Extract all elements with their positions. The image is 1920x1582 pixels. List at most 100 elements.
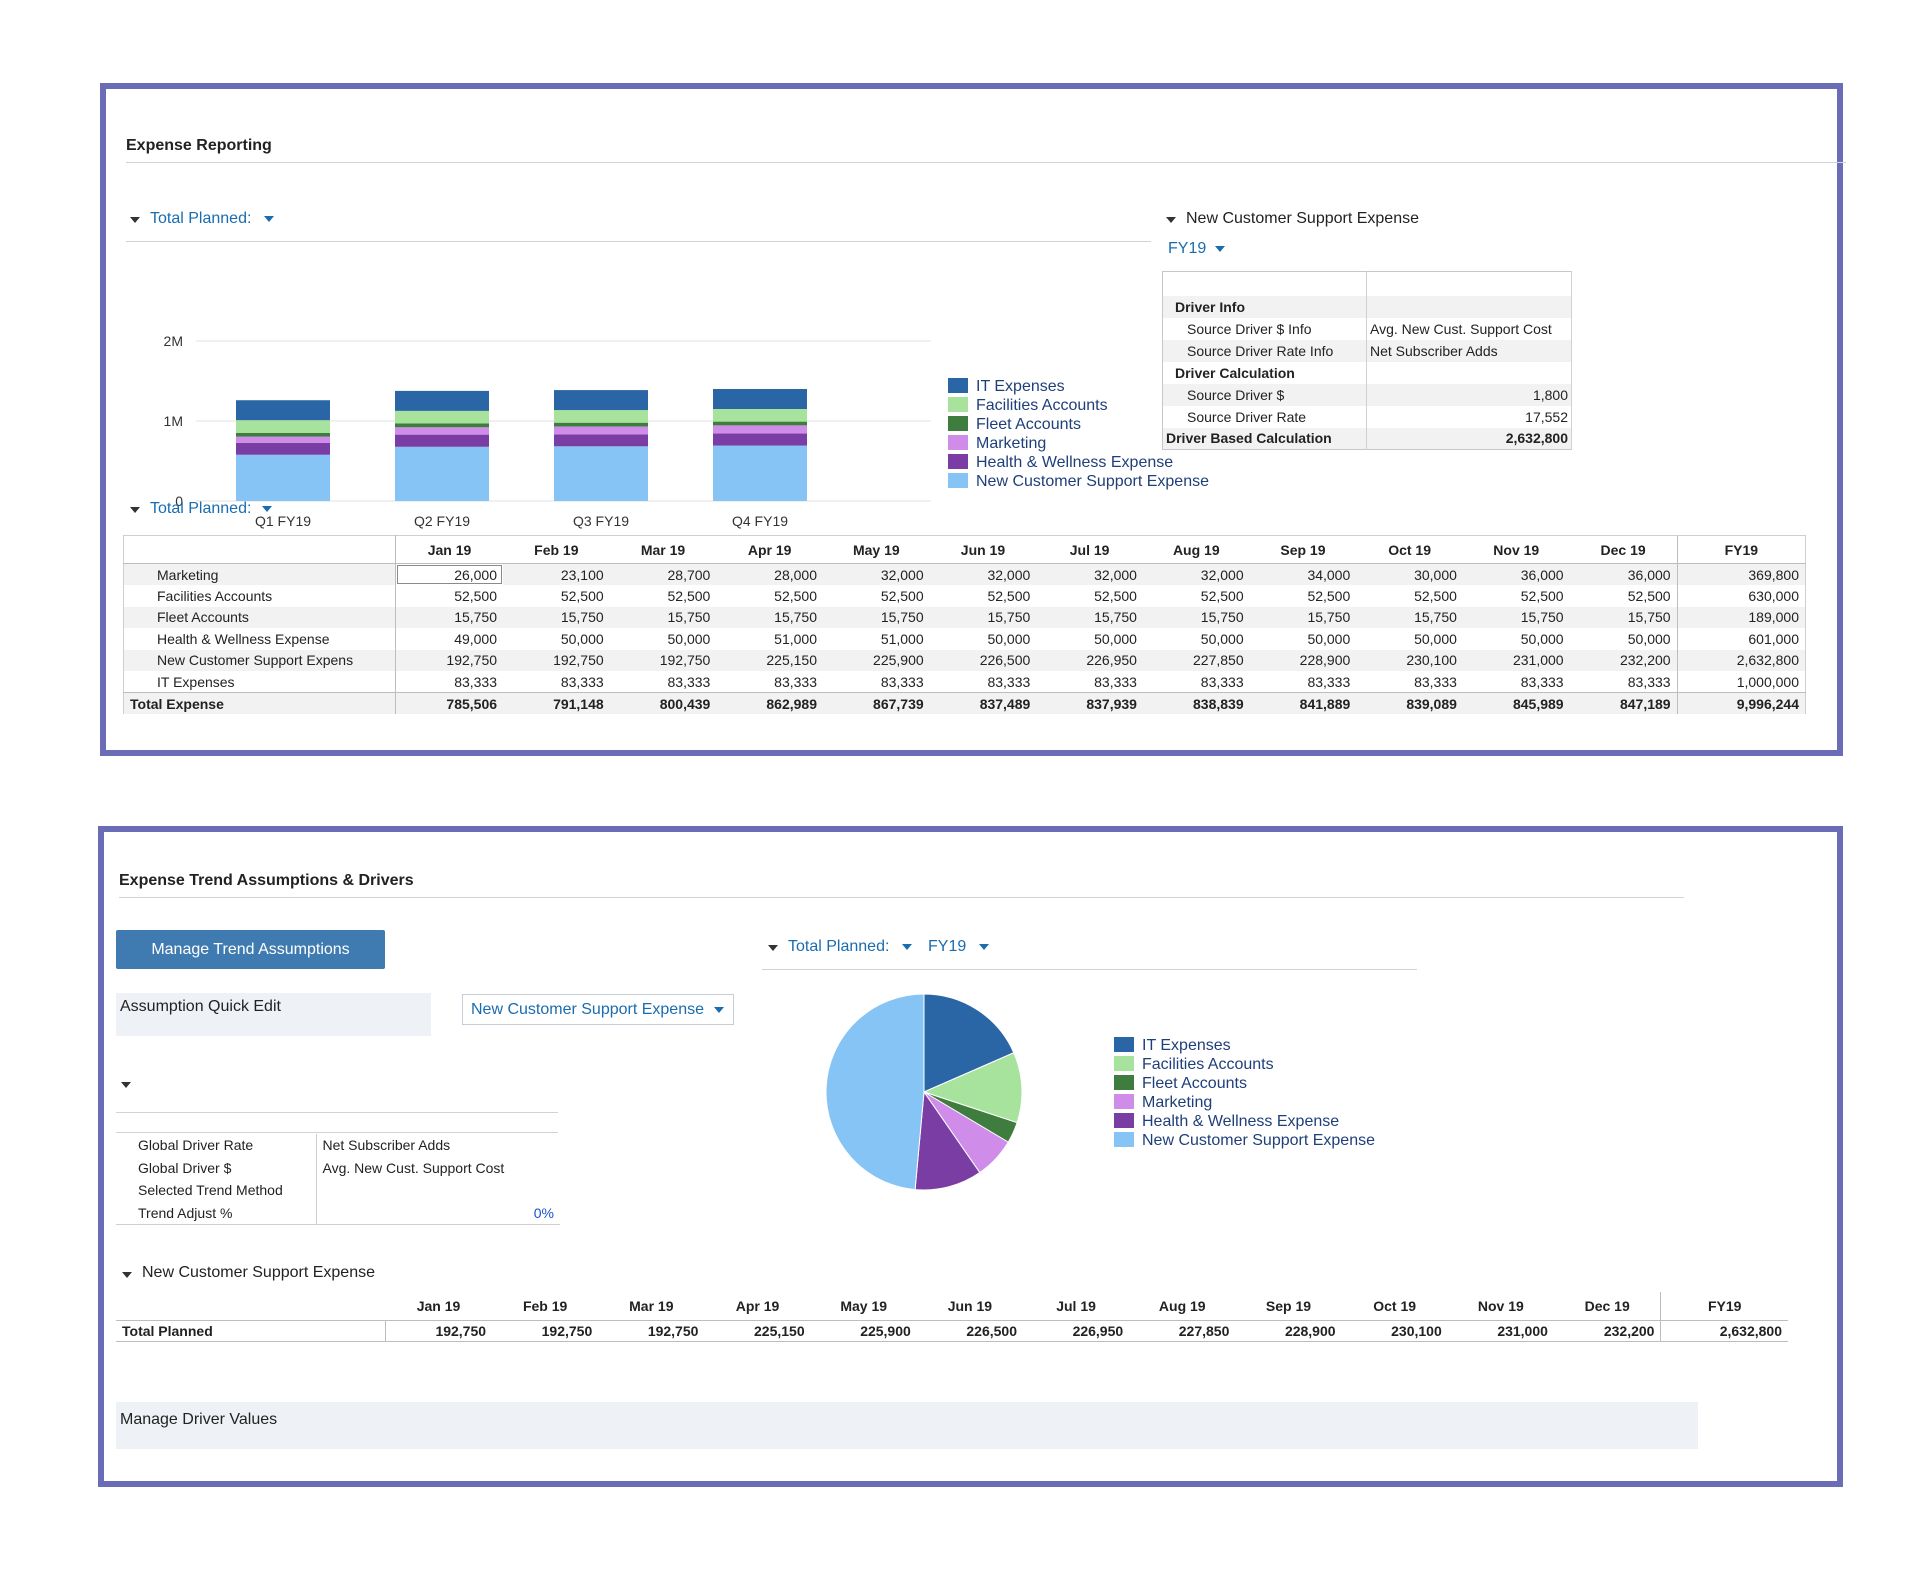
table-cell[interactable]: 15,750 (822, 606, 930, 628)
table-cell[interactable]: 28,000 (716, 563, 823, 585)
table-cell[interactable]: 231,000 (1447, 1319, 1554, 1342)
table-cell[interactable]: 83,333 (1520, 673, 1564, 690)
table-cell[interactable]: 83,333 (1627, 673, 1671, 690)
table-cell[interactable]: 227,850 (1129, 1319, 1236, 1342)
collapse-caret-icon[interactable] (1166, 217, 1176, 223)
table-cell[interactable]: 83,333 (1094, 673, 1137, 690)
table-cell[interactable]: 52,500 (880, 587, 924, 604)
table-cell[interactable]: 50,000 (1520, 630, 1564, 647)
table-cell[interactable]: 192,750 (503, 649, 610, 671)
table-cell[interactable]: 230,100 (1356, 649, 1463, 671)
table-cell[interactable]: 51,000 (880, 630, 924, 647)
table-cell[interactable]: 189,000 (1676, 606, 1806, 628)
table-cell[interactable]: 15,750 (1356, 606, 1463, 628)
table-cell[interactable]: 2,632,800 (1676, 649, 1806, 671)
table-cell[interactable]: 83,333 (1307, 673, 1351, 690)
expense-selector[interactable]: New Customer Support Expense (462, 994, 734, 1025)
table-cell[interactable]: 192,750 (609, 649, 717, 671)
table-cell[interactable]: 32,000 (822, 563, 930, 585)
table-cell[interactable]: 232,200 (1553, 1319, 1661, 1342)
table-cell[interactable]: 52,500 (454, 587, 498, 604)
table-cell[interactable]: 49,000 (454, 630, 498, 647)
table-cell[interactable]: 601,000 (1676, 628, 1806, 650)
table-cell[interactable]: 83,333 (1200, 673, 1244, 690)
pie-period-dropdown[interactable]: FY19 (928, 938, 989, 956)
table-cell[interactable]: 15,750 (1462, 606, 1570, 628)
table-cell[interactable]: 52,500 (1520, 587, 1564, 604)
table-cell[interactable]: 32,000 (1142, 563, 1250, 585)
table-cell[interactable]: 52,500 (667, 587, 711, 604)
table-cell[interactable]: 26,000 (395, 563, 504, 585)
table-cell[interactable]: 227,850 (1142, 649, 1250, 671)
table-cell[interactable]: 192,750 (385, 1319, 493, 1342)
table-cell[interactable]: 28,700 (609, 563, 717, 585)
collapse-caret-icon[interactable] (121, 1082, 131, 1088)
table-cell[interactable]: 630,000 (1676, 585, 1806, 607)
table-cell[interactable]: 369,800 (1676, 563, 1806, 585)
collapse-caret-icon[interactable] (130, 507, 140, 513)
table-cell[interactable]: 36,000 (1462, 563, 1570, 585)
table-cell[interactable]: 52,500 (1414, 587, 1457, 604)
table-cell[interactable]: 51,000 (774, 630, 817, 647)
table-cell[interactable]: 50,000 (667, 630, 711, 647)
source-driver-dollar-value[interactable]: 1,800 (1366, 383, 1572, 406)
table-cell[interactable]: 83,333 (1414, 673, 1457, 690)
total-planned-table-dropdown[interactable]: Total Planned: (150, 500, 272, 518)
table-cell[interactable]: 15,750 (1142, 606, 1250, 628)
table-cell[interactable]: 228,900 (1235, 1319, 1342, 1342)
table-cell[interactable]: 50,000 (1627, 630, 1671, 647)
table-cell[interactable]: 225,900 (822, 649, 930, 671)
table-cell[interactable]: 225,150 (716, 649, 823, 671)
source-driver-rate-info-value[interactable]: Net Subscriber Adds (1366, 339, 1572, 362)
table-cell[interactable]: 50,000 (1200, 630, 1244, 647)
table-cell[interactable]: 52,500 (774, 587, 817, 604)
table-cell[interactable]: 15,750 (716, 606, 823, 628)
table-cell[interactable]: 15,750 (609, 606, 717, 628)
table-cell[interactable]: 83,333 (774, 673, 817, 690)
collapse-caret-icon[interactable] (130, 217, 140, 223)
table-cell[interactable]: 50,000 (987, 630, 1031, 647)
table-cell[interactable]: 52,500 (1307, 587, 1351, 604)
table-cell[interactable]: 30,000 (1356, 563, 1463, 585)
table-cell[interactable]: 232,200 (1569, 649, 1678, 671)
table-cell[interactable]: 15,750 (1249, 606, 1357, 628)
table-cell[interactable]: 32,000 (929, 563, 1037, 585)
table-cell[interactable]: 231,000 (1462, 649, 1570, 671)
table-cell[interactable]: 15,750 (1036, 606, 1143, 628)
table-cell[interactable]: 15,750 (395, 606, 504, 628)
table-cell[interactable]: 32,000 (1036, 563, 1143, 585)
table-cell[interactable]: 34,000 (1249, 563, 1357, 585)
table-cell[interactable]: 52,500 (560, 587, 604, 604)
table-cell[interactable]: 36,000 (1569, 563, 1678, 585)
collapse-caret-icon[interactable] (122, 1272, 132, 1278)
table-cell[interactable]: 226,500 (929, 649, 1037, 671)
table-cell[interactable]: 83,333 (987, 673, 1031, 690)
assumption-value[interactable] (316, 1179, 560, 1202)
table-cell[interactable]: 83,333 (667, 673, 711, 690)
table-cell[interactable]: 52,500 (987, 587, 1031, 604)
table-cell[interactable]: 52,500 (1200, 587, 1244, 604)
table-cell[interactable]: 15,750 (929, 606, 1037, 628)
pie-total-planned-dropdown[interactable]: Total Planned: (788, 938, 912, 956)
table-cell[interactable]: 192,750 (395, 649, 504, 671)
table-cell[interactable]: 23,100 (503, 563, 610, 585)
table-cell[interactable]: 230,100 (1341, 1319, 1448, 1342)
manage-trend-assumptions-button[interactable]: Manage Trend Assumptions (116, 930, 385, 969)
assumption-value[interactable]: Net Subscriber Adds (322, 1137, 451, 1154)
table-cell[interactable]: 226,500 (916, 1319, 1023, 1342)
total-planned-dropdown[interactable]: Total Planned: (150, 210, 274, 228)
source-driver-info-value[interactable]: Avg. New Cust. Support Cost (1366, 317, 1572, 340)
trend-adjust-input[interactable]: 0% (533, 1204, 554, 1221)
table-cell[interactable]: 83,333 (880, 673, 924, 690)
table-cell[interactable]: 15,750 (1569, 606, 1678, 628)
table-cell[interactable]: 225,150 (704, 1319, 811, 1342)
table-cell[interactable]: 1,000,000 (1676, 671, 1806, 693)
table-cell[interactable]: 50,000 (1414, 630, 1457, 647)
table-cell[interactable]: 50,000 (1307, 630, 1351, 647)
table-cell[interactable]: 52,500 (1627, 587, 1671, 604)
period-dropdown[interactable]: FY19 (1168, 240, 1225, 258)
table-cell[interactable]: 83,333 (454, 673, 498, 690)
table-cell[interactable]: 50,000 (560, 630, 604, 647)
assumption-value[interactable]: Avg. New Cust. Support Cost (322, 1159, 505, 1176)
table-cell[interactable]: 192,750 (492, 1319, 599, 1342)
